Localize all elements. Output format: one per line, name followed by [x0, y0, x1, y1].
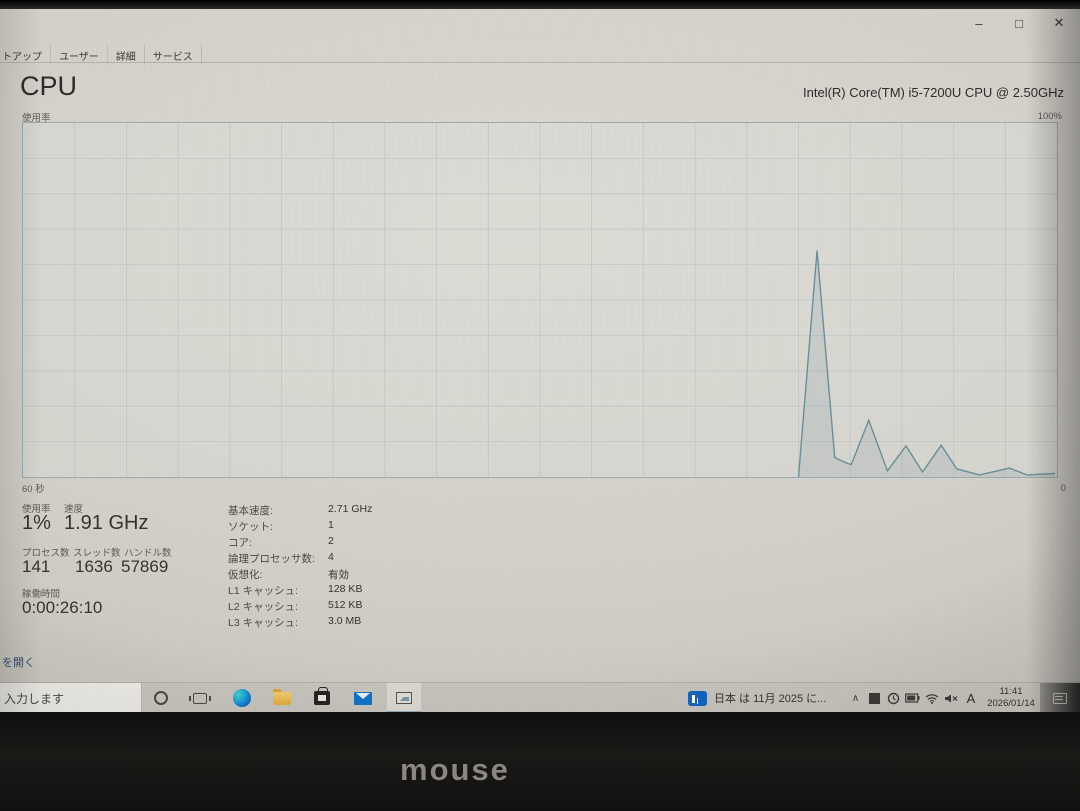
processes-stat-label: プロセス数 — [22, 548, 70, 559]
cpu-model-name: Intel(R) Core(TM) i5-7200U CPU @ 2.50GHz — [803, 85, 1064, 100]
taskbar: 入力します 日 — [0, 682, 1080, 713]
cores-label: コア: — [228, 537, 252, 549]
base-speed-value: 2.71 GHz — [328, 503, 373, 515]
store-icon — [314, 687, 330, 705]
cortana-button[interactable] — [144, 683, 178, 713]
handles-stat-value: 57869 — [121, 557, 169, 576]
ime-mode-indicator[interactable]: A — [966, 690, 976, 706]
tab-users[interactable]: ユーザー — [51, 45, 108, 65]
threads-stat-value: 1636 — [75, 557, 113, 576]
mail-icon — [354, 691, 372, 705]
virtualization-label: 仮想化: — [228, 569, 263, 581]
file-explorer-taskbar-button[interactable] — [265, 683, 299, 713]
system-tray: ∧ A 11:41 2026/01/ — [846, 683, 1080, 713]
taskbar-clock[interactable]: 11:41 2026/01/14 — [982, 686, 1040, 710]
tray-app-icon[interactable] — [865, 683, 884, 713]
l1-cache-value: 128 KB — [328, 583, 363, 595]
open-resource-monitor-link[interactable]: を開く — [2, 657, 35, 669]
logical-processors-label: 論理プロセッサ数: — [228, 553, 315, 565]
base-speed-label: 基本速度: — [228, 505, 273, 517]
taskbar-search-input[interactable]: 入力します — [0, 683, 142, 713]
news-widget[interactable]: 日本 は 11月 2025 に... — [688, 683, 826, 713]
search-placeholder-text: 入力します — [4, 691, 65, 706]
handles-stat-label: ハンドル数 — [124, 548, 172, 559]
l2-cache-value: 512 KB — [328, 599, 363, 611]
page-title: CPU — [20, 71, 78, 101]
chart-max-label: 100% — [1037, 111, 1062, 122]
store-taskbar-button[interactable] — [305, 683, 339, 713]
folder-icon — [273, 688, 291, 705]
taskbar-date: 2026/01/14 — [987, 698, 1035, 709]
laptop-bezel-bottom: mouse — [0, 712, 1080, 811]
task-manager-titlebar: – □ ✕ — [0, 9, 1080, 45]
usage-stat-label: 使用率 — [22, 504, 51, 515]
action-center-icon — [1053, 692, 1067, 704]
maximize-button[interactable]: □ — [1015, 15, 1023, 31]
minimize-button[interactable]: – — [975, 15, 983, 31]
news-headline: 日本 は 11月 2025 に... — [714, 693, 827, 705]
clock-sync-icon[interactable] — [884, 683, 903, 713]
volume-muted-icon[interactable] — [941, 683, 960, 713]
uptime-stat-label: 稼働時間 — [22, 589, 61, 600]
speed-stat-value: 1.91 GHz — [64, 512, 149, 534]
chart-time-label: 60 秒 — [22, 484, 45, 495]
battery-icon[interactable] — [903, 683, 922, 713]
cores-value: 2 — [328, 535, 334, 547]
wifi-icon[interactable] — [922, 683, 941, 713]
l1-cache-label: L1 キャッシュ: — [228, 585, 299, 597]
processes-stat-value: 141 — [22, 557, 51, 576]
threads-stat-label: スレッド数 — [73, 548, 121, 559]
action-center-button[interactable] — [1040, 683, 1080, 713]
cortana-icon — [154, 691, 168, 705]
task-view-icon — [189, 692, 211, 704]
chart-zero-label: 0 — [1060, 483, 1066, 494]
chart-usage-label: 使用率 — [22, 113, 51, 124]
window-controls: – □ ✕ — [962, 11, 1076, 35]
mail-taskbar-button[interactable] — [346, 683, 380, 713]
l2-cache-label: L2 キャッシュ: — [228, 601, 299, 613]
l3-cache-label: L3 キャッシュ: — [228, 617, 299, 629]
laptop-bezel-top — [0, 0, 1080, 9]
tab-startup[interactable]: トアップ — [0, 45, 51, 65]
cpu-usage-graph — [23, 123, 1057, 477]
task-manager-taskbar-button[interactable] — [387, 683, 421, 713]
speed-stat-label: 速度 — [64, 504, 84, 515]
tab-services[interactable]: サービス — [145, 45, 202, 65]
uptime-stat-value: 0:00:26:10 — [22, 598, 103, 617]
hidden-icons-chevron[interactable]: ∧ — [851, 692, 860, 704]
screen: – □ ✕ トアップ ユーザー 詳細 サービス CPU Intel(R) Core(T… — [0, 9, 1080, 713]
close-button[interactable]: ✕ — [1053, 15, 1065, 30]
l3-cache-value: 3.0 MB — [328, 615, 362, 627]
sockets-value: 1 — [328, 519, 334, 531]
virtualization-value: 有効 — [328, 569, 349, 581]
usage-stat-value: 1% — [22, 512, 51, 534]
brand-logo: mouse — [400, 752, 510, 787]
tab-details[interactable]: 詳細 — [108, 45, 145, 65]
sockets-label: ソケット: — [228, 521, 273, 533]
edge-icon — [233, 689, 251, 707]
task-manager-tabstrip: トアップ ユーザー 詳細 サービス — [0, 45, 1080, 65]
news-icon — [688, 690, 707, 706]
task-view-button[interactable] — [183, 683, 217, 713]
taskbar-time: 11:41 — [999, 686, 1023, 698]
logical-processors-value: 4 — [328, 551, 334, 563]
edge-taskbar-button[interactable] — [225, 683, 259, 713]
task-manager-icon — [396, 692, 412, 704]
cpu-usage-chart[interactable] — [22, 122, 1058, 478]
